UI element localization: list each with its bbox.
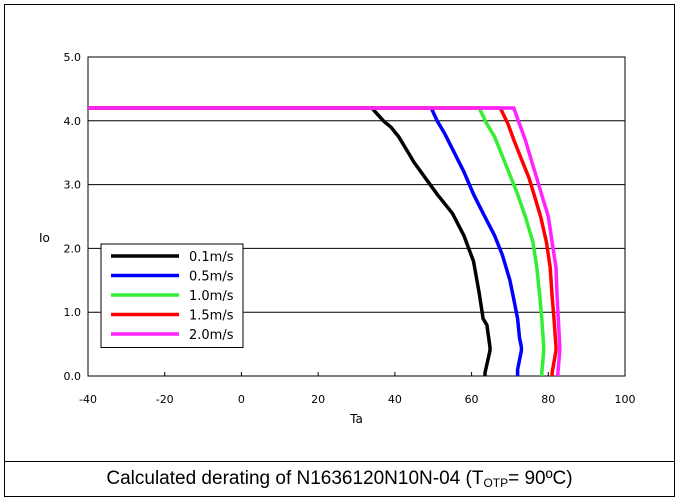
x-tick-label: -20 [156,393,174,406]
legend: 0.1m/s 0.5m/s 1.0m/s 1.5m/s 2.0m/s [100,243,244,348]
series-line-2-0m-s [88,106,562,376]
y-tick-label: 3.0 [64,179,82,192]
x-tick-label: 60 [465,393,479,406]
plot-area [87,56,626,377]
series-line-1-0m-s [88,106,546,376]
legend-label: 1.0m/s [189,289,234,304]
series-line-1-5m-s [88,106,558,376]
caption-prefix: Calculated derating of N1636120N10N-04 (… [106,468,484,489]
x-tick-label: -40 [79,393,97,406]
x-axis-label: Ta [349,412,363,426]
series-line-0-1m-s [88,106,492,376]
x-tick-label: 0 [238,393,245,406]
x-tick-labels: -40 -20 0 20 40 60 80 100 [79,393,635,406]
y-tick-label: 4.0 [64,115,82,128]
x-tick-label: 100 [615,393,636,406]
axis-ticks [164,372,549,376]
y-tick-label: 2.0 [64,242,82,255]
caption-divider [4,461,675,462]
y-tick-labels: 0.0 1.0 2.0 3.0 4.0 5.0 [64,51,82,383]
x-tick-label: 40 [388,393,402,406]
y-tick-label: 0.0 [64,370,82,383]
legend-label: 1.5m/s [189,309,234,324]
series-line-0-5m-s [88,106,524,376]
x-tick-label: 80 [541,393,555,406]
caption-subscript: OTP [483,476,509,490]
y-tick-label: 1.0 [64,306,82,319]
legend-label: 2.0m/s [189,328,234,343]
figure-caption: Calculated derating of N1636120N10N-04 (… [4,464,675,494]
series-lines [88,106,562,376]
legend-label: 0.5m/s [189,270,234,285]
y-axis-label: Io [39,231,50,245]
legend-label: 0.1m/s [189,250,234,265]
derating-chart: -40 -20 0 20 40 60 80 100 0.0 1.0 2.0 3.0 4.0 5.0 Ta… [39,51,636,426]
caption-suffix: = 90ºC) [508,468,573,489]
y-tick-label: 5.0 [64,51,82,64]
x-tick-label: 20 [311,393,325,406]
